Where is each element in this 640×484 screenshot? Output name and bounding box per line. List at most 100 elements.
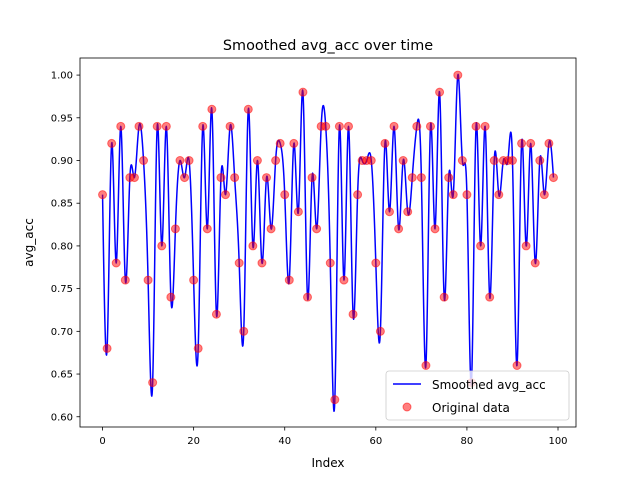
data-point xyxy=(161,121,171,131)
data-point xyxy=(180,173,190,183)
plot-area xyxy=(98,70,558,413)
plot-frame xyxy=(79,57,577,428)
y-tick-label: 0.70 xyxy=(51,327,73,338)
data-point xyxy=(384,207,394,217)
data-point xyxy=(435,87,445,97)
data-point xyxy=(512,361,522,370)
data-point xyxy=(262,173,272,183)
legend-label-original: Original data xyxy=(432,401,510,415)
data-point xyxy=(439,292,449,302)
y-axis-label: avg_acc xyxy=(22,218,36,267)
data-point xyxy=(462,190,472,200)
data-point xyxy=(189,275,199,285)
data-point xyxy=(494,190,504,200)
data-point xyxy=(211,309,221,319)
data-point xyxy=(394,224,404,234)
data-point xyxy=(116,121,126,131)
data-point xyxy=(521,241,531,251)
data-point xyxy=(416,173,426,183)
data-point xyxy=(289,138,299,148)
data-point xyxy=(471,121,481,131)
legend-label-smoothed: Smoothed avg_acc xyxy=(432,378,546,392)
y-tick-label: 0.80 xyxy=(51,241,73,252)
data-point xyxy=(535,156,545,165)
data-point xyxy=(216,173,226,183)
data-point xyxy=(321,121,331,131)
data-point xyxy=(198,121,208,131)
data-point xyxy=(157,241,167,251)
data-point xyxy=(221,190,231,200)
data-point xyxy=(202,224,212,234)
data-point xyxy=(448,190,458,200)
data-point xyxy=(348,309,358,319)
data-point xyxy=(457,156,467,165)
data-point xyxy=(548,173,558,183)
x-tick-label: 40 xyxy=(278,436,291,447)
x-tick-label: 60 xyxy=(369,436,382,447)
x-tick-label: 20 xyxy=(187,436,200,447)
y-axis: 0.60 0.65 0.70 0.75 0.80 0.85 0.90 0.95 1.00 xyxy=(51,71,80,423)
data-point xyxy=(307,173,317,183)
data-point xyxy=(280,190,290,200)
data-point xyxy=(330,395,340,405)
x-axis: 0 20 40 60 80 100 xyxy=(99,427,568,447)
data-point xyxy=(412,121,422,131)
data-point xyxy=(170,224,180,234)
data-point xyxy=(453,70,463,80)
data-point xyxy=(407,173,417,183)
data-point xyxy=(325,258,335,268)
data-point xyxy=(517,138,527,148)
data-point xyxy=(148,378,158,388)
data-point xyxy=(248,241,258,251)
data-point xyxy=(485,292,495,302)
data-point xyxy=(353,190,363,200)
y-tick-label: 0.65 xyxy=(51,370,73,381)
data-point xyxy=(476,241,486,251)
data-point xyxy=(403,207,413,217)
data-point xyxy=(275,138,285,148)
data-point xyxy=(507,156,517,165)
data-point xyxy=(444,173,454,183)
data-point xyxy=(530,258,540,268)
data-point xyxy=(312,224,322,234)
x-tick-label: 0 xyxy=(99,436,105,447)
data-point xyxy=(398,156,408,165)
y-tick-label: 0.75 xyxy=(51,284,73,295)
data-point xyxy=(284,275,294,285)
data-point xyxy=(366,156,376,165)
data-point xyxy=(225,121,235,131)
y-tick-label: 1.00 xyxy=(51,71,73,82)
x-tick-label: 80 xyxy=(461,436,474,447)
data-point xyxy=(152,121,162,131)
data-point xyxy=(102,343,112,353)
data-point xyxy=(339,275,349,285)
data-point xyxy=(430,224,440,234)
data-point xyxy=(480,121,490,131)
data-point xyxy=(166,292,176,302)
data-point xyxy=(243,104,253,114)
data-point xyxy=(257,258,267,268)
data-point xyxy=(234,258,244,268)
legend: Smoothed avg_acc Original data xyxy=(385,370,570,421)
data-point xyxy=(389,121,399,131)
data-point xyxy=(489,156,499,165)
data-point xyxy=(252,156,262,165)
smoothed-line xyxy=(101,73,555,413)
legend-box xyxy=(385,370,570,421)
data-point xyxy=(334,121,344,131)
data-point xyxy=(303,292,313,302)
data-point xyxy=(129,173,139,183)
data-point xyxy=(139,156,149,165)
data-point xyxy=(425,121,435,131)
legend-marker-swatch xyxy=(402,402,412,412)
data-point xyxy=(375,326,385,336)
x-tick-label: 100 xyxy=(548,436,567,447)
data-point xyxy=(98,190,108,200)
data-point xyxy=(266,224,276,234)
data-point xyxy=(207,104,217,114)
data-point xyxy=(271,156,281,165)
data-point xyxy=(193,343,203,353)
chart-title: Smoothed avg_acc over time xyxy=(223,38,433,54)
data-point xyxy=(111,258,121,268)
